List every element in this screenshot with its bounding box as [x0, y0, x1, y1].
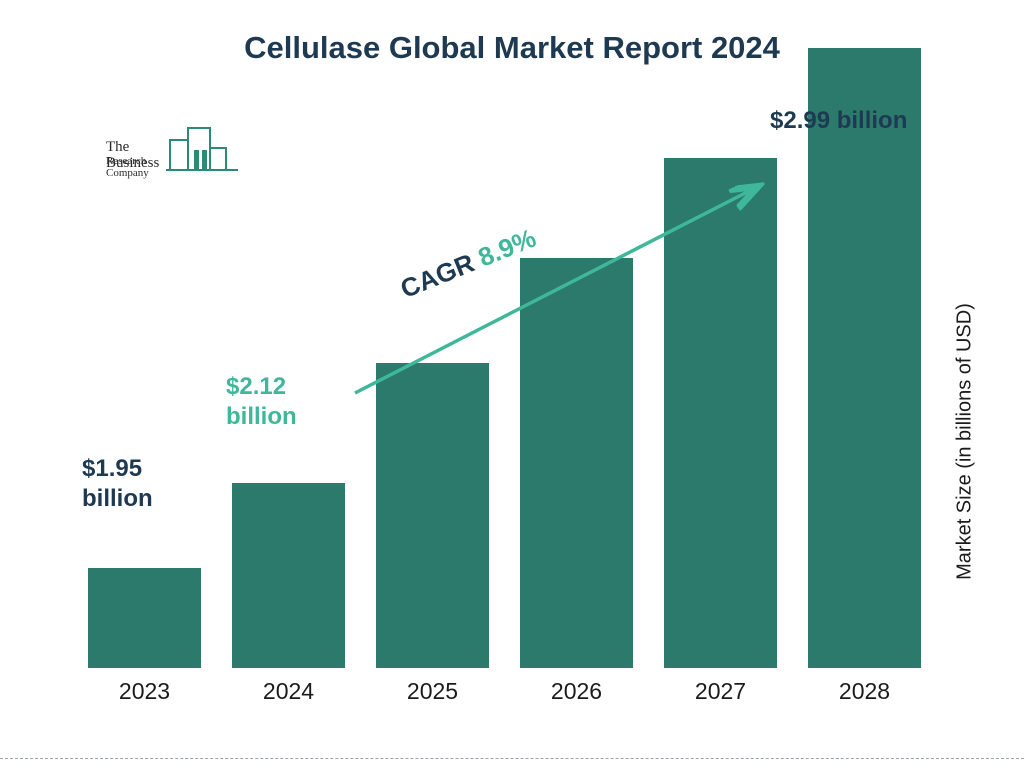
cagr-annotation: CAGR 8.9% [396, 223, 540, 305]
xlabel-2025: 2025 [376, 678, 489, 705]
xlabel-2023: 2023 [88, 678, 201, 705]
bar-2025 [376, 363, 489, 668]
bar-2027 [664, 158, 777, 668]
logo-icon [166, 122, 238, 180]
bar-2023 [88, 568, 201, 668]
y-axis-label: Market Size (in billions of USD) [954, 292, 977, 592]
bar-2026 [520, 258, 633, 668]
xlabel-2027: 2027 [664, 678, 777, 705]
value-label-2023: $1.95billion [82, 454, 153, 514]
footer-divider [0, 758, 1024, 759]
xlabel-2024: 2024 [232, 678, 345, 705]
cagr-prefix: CAGR [396, 245, 485, 304]
chart-canvas: { "title": { "text": "Cellulase Global M… [0, 0, 1024, 768]
bar-2028 [808, 48, 921, 668]
xlabel-2028: 2028 [808, 678, 921, 705]
value-label-2028: $2.99 billion [770, 106, 907, 136]
value-label-2024: $2.12billion [226, 372, 297, 432]
logo-text-line2: Research Company [106, 156, 149, 179]
bar-2024 [232, 483, 345, 668]
xlabel-2026: 2026 [520, 678, 633, 705]
